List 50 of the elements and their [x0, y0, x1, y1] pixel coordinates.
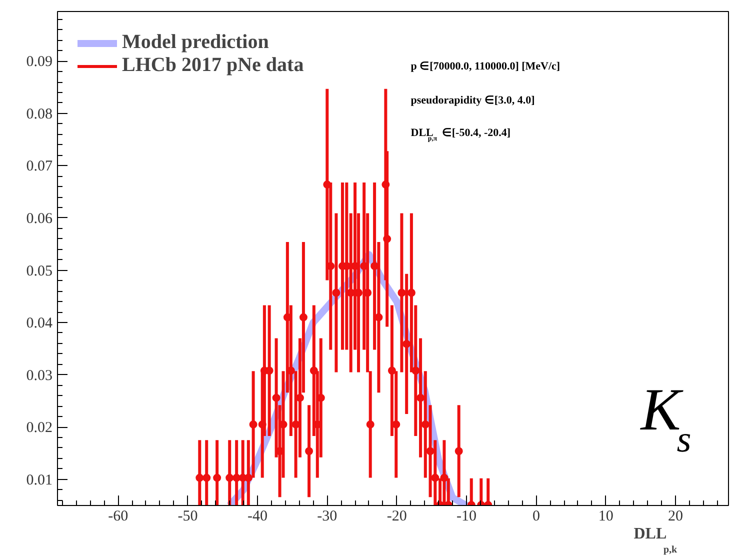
- x-tick-label: -50: [178, 508, 198, 524]
- point: [431, 474, 440, 482]
- point: [383, 234, 392, 243]
- point: [305, 447, 314, 456]
- y-tick-label: 0.05: [26, 263, 52, 280]
- point: [382, 180, 390, 189]
- y-tick-label: 0.02: [26, 420, 52, 436]
- point: [454, 447, 463, 456]
- annotation: p ∈[70000.0, 110000.0] [MeV/c]: [410, 60, 560, 72]
- x-tick-label: -60: [108, 508, 128, 524]
- point: [310, 366, 318, 375]
- x-tick-label: -20: [386, 508, 407, 524]
- point: [426, 447, 434, 456]
- point: [392, 420, 400, 428]
- x-axis-title: DLLp,k: [634, 526, 678, 555]
- x-tick-label: 20: [668, 508, 684, 524]
- y-tick-label: 0.04: [26, 316, 53, 332]
- y-tick-label: 0.01: [26, 472, 52, 488]
- x-tick-label: -40: [247, 508, 268, 524]
- point: [412, 366, 420, 375]
- point: [388, 366, 396, 375]
- legend-label: LHCb 2017 pNe data: [122, 54, 304, 77]
- point: [440, 474, 448, 482]
- x-tick-label: -30: [317, 508, 338, 524]
- point: [272, 394, 280, 402]
- x-tick-label: -10: [456, 508, 477, 524]
- point: [202, 474, 211, 482]
- point: [332, 288, 340, 297]
- point: [366, 420, 374, 428]
- point: [196, 474, 204, 482]
- point: [416, 394, 425, 402]
- point: [407, 288, 416, 297]
- y-tick-label: 0.08: [26, 106, 52, 122]
- point: [421, 420, 430, 428]
- point: [226, 474, 234, 482]
- point: [323, 180, 332, 189]
- y-tick-label: 0.03: [26, 368, 52, 384]
- x-tick-label: 10: [598, 508, 614, 524]
- point: [213, 474, 222, 482]
- point: [299, 313, 308, 322]
- annotation: pseudorapidity ∈[3.0, 4.0]: [410, 94, 535, 107]
- y-tick-label: 0.06: [26, 210, 53, 227]
- y-tick-label: 0.07: [26, 158, 53, 175]
- legend-label: Model prediction: [122, 31, 269, 54]
- x-tick-label: 0: [532, 508, 540, 524]
- y-tick-label: 0.09: [26, 54, 52, 70]
- point: [249, 420, 258, 428]
- point: [398, 288, 406, 297]
- point: [402, 340, 411, 348]
- point: [258, 420, 266, 428]
